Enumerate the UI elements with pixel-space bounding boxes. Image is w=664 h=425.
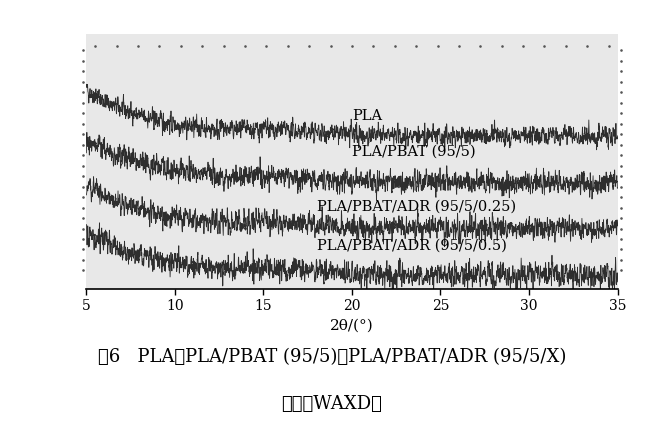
Point [112, 42, 122, 49]
Point [325, 42, 336, 49]
Point [78, 99, 88, 106]
Text: PLA/PBAT/ADR (95/5/0.5): PLA/PBAT/ADR (95/5/0.5) [317, 239, 507, 253]
Point [78, 257, 88, 264]
Point [616, 110, 626, 116]
Point [616, 215, 626, 221]
Point [582, 42, 592, 49]
Point [197, 42, 207, 49]
Point [411, 42, 422, 49]
Point [616, 78, 626, 85]
Point [616, 162, 626, 169]
Point [616, 235, 626, 242]
Point [90, 42, 100, 49]
Text: PLA/PBAT/ADR (95/5/0.25): PLA/PBAT/ADR (95/5/0.25) [317, 199, 516, 213]
Point [616, 204, 626, 211]
Point [432, 42, 443, 49]
Point [78, 110, 88, 116]
Point [78, 131, 88, 138]
Point [497, 42, 507, 49]
Point [282, 42, 293, 49]
Point [616, 57, 626, 64]
Point [616, 246, 626, 253]
Point [78, 68, 88, 75]
Text: PLA: PLA [352, 109, 382, 123]
Text: 薄膜的WAXD图: 薄膜的WAXD图 [282, 395, 382, 413]
X-axis label: 2θ/(°): 2θ/(°) [330, 319, 374, 333]
Point [454, 42, 464, 49]
Point [78, 141, 88, 148]
Point [616, 47, 626, 54]
Point [78, 120, 88, 127]
Point [616, 173, 626, 179]
Point [78, 204, 88, 211]
Point [347, 42, 357, 49]
Point [78, 267, 88, 274]
Point [616, 183, 626, 190]
Point [175, 42, 186, 49]
Point [78, 162, 88, 169]
Point [78, 215, 88, 221]
Text: 图6   PLA，PLA/PBAT (95/5)及PLA/PBAT/ADR (95/5/X): 图6 PLA，PLA/PBAT (95/5)及PLA/PBAT/ADR (95/… [98, 348, 566, 366]
Point [616, 120, 626, 127]
Point [616, 131, 626, 138]
Point [616, 141, 626, 148]
Point [78, 225, 88, 232]
Point [604, 42, 614, 49]
Point [78, 57, 88, 64]
Point [560, 42, 571, 49]
Text: PLA/PBAT (95/5): PLA/PBAT (95/5) [352, 144, 475, 159]
Point [616, 225, 626, 232]
Point [240, 42, 250, 49]
Point [78, 78, 88, 85]
Point [78, 246, 88, 253]
Point [539, 42, 550, 49]
Point [78, 152, 88, 159]
Point [154, 42, 165, 49]
Point [304, 42, 315, 49]
Point [218, 42, 229, 49]
Point [78, 173, 88, 179]
Point [368, 42, 378, 49]
Point [518, 42, 529, 49]
Point [261, 42, 272, 49]
Point [616, 152, 626, 159]
Point [475, 42, 485, 49]
Point [616, 89, 626, 96]
Point [616, 267, 626, 274]
Point [616, 257, 626, 264]
Point [78, 89, 88, 96]
Point [78, 194, 88, 201]
Point [78, 235, 88, 242]
Point [616, 194, 626, 201]
Point [78, 47, 88, 54]
Point [616, 68, 626, 75]
Point [616, 99, 626, 106]
Point [78, 183, 88, 190]
Point [389, 42, 400, 49]
Point [133, 42, 143, 49]
